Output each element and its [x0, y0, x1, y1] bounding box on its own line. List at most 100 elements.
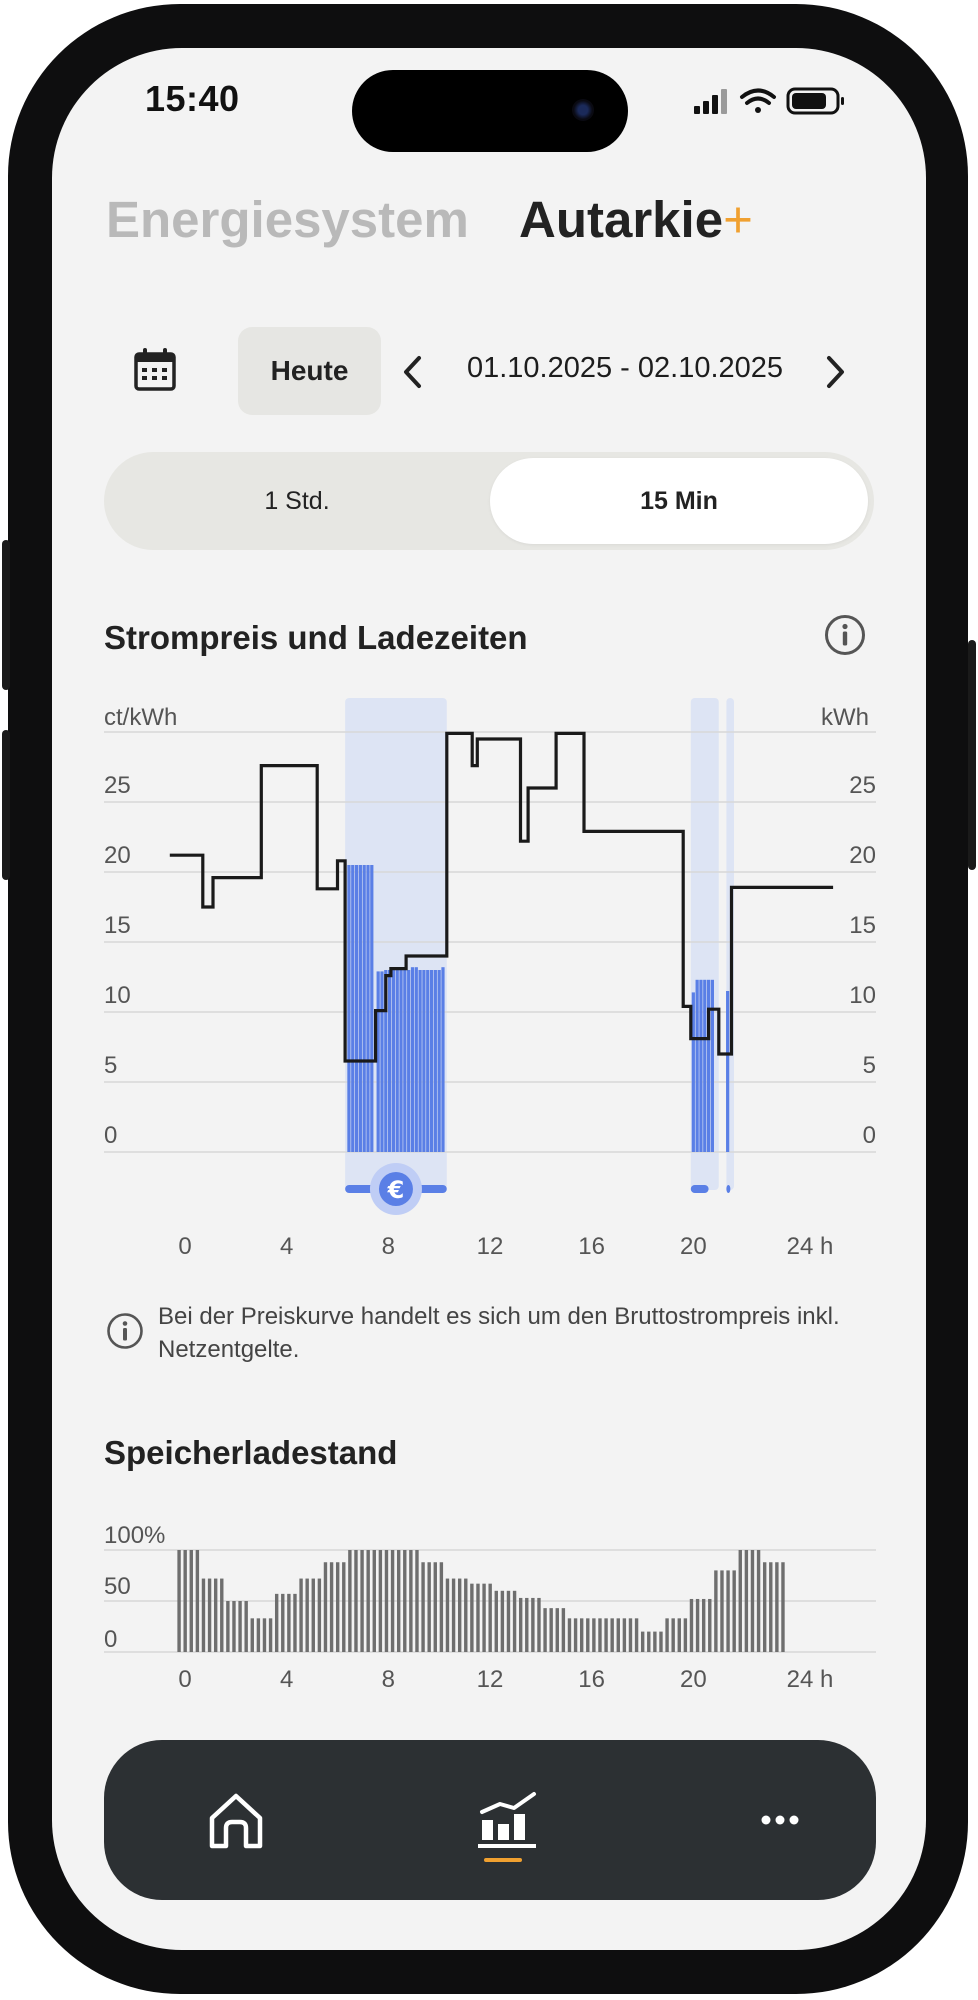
- charge-bar: [426, 970, 430, 1152]
- soc-bar: [653, 1631, 657, 1652]
- dynamic-island: [352, 70, 628, 152]
- charge-bar: [703, 979, 707, 1152]
- price-x-tick: 20: [679, 1233, 707, 1260]
- chart-icon[interactable]: [468, 1780, 548, 1860]
- soc-x-tick: 12: [476, 1666, 504, 1693]
- charge-bar: [706, 979, 711, 1152]
- soc-bar: [433, 1562, 437, 1652]
- more-icon[interactable]: [740, 1780, 820, 1860]
- soc-bar: [567, 1618, 572, 1652]
- soc-bar: [586, 1618, 590, 1652]
- charge-bar: [347, 865, 351, 1152]
- soc-bar: [695, 1598, 700, 1652]
- soc-bar: [512, 1590, 517, 1652]
- signal-icon: [694, 89, 727, 114]
- energy-y-tick: 0: [862, 1122, 876, 1149]
- soc-bar: [445, 1578, 450, 1652]
- charge-bar: [391, 967, 396, 1152]
- soc-bar: [726, 1570, 730, 1652]
- price-x-tick: 0: [178, 1233, 192, 1260]
- wifi-icon: [740, 88, 776, 113]
- soc-bar: [403, 1550, 407, 1652]
- phone-side-button: [2, 730, 10, 880]
- charge-bar: [414, 967, 418, 1152]
- soc-bar: [671, 1618, 675, 1652]
- battery-icon: [786, 87, 844, 115]
- soc-bar: [213, 1578, 218, 1652]
- soc-chart: [104, 1549, 876, 1653]
- plus-icon: +: [723, 191, 753, 248]
- soc-bar: [335, 1562, 340, 1652]
- soc-bar: [677, 1618, 681, 1652]
- price-note: Bei der Preiskurve handelt es sich um de…: [158, 1303, 840, 1363]
- charge-bar: [422, 970, 426, 1152]
- interval-option-1h[interactable]: 1 Std.: [264, 486, 330, 515]
- soc-bar: [665, 1618, 669, 1652]
- soc-bar: [451, 1578, 456, 1652]
- charge-bar: [399, 967, 403, 1152]
- price-chart-title: Strompreis und Ladezeiten: [104, 619, 528, 656]
- soc-bar: [708, 1598, 712, 1652]
- price-chart: €: [104, 698, 876, 1215]
- charge-bar: [410, 967, 415, 1152]
- soc-bar: [305, 1578, 309, 1652]
- info-icon[interactable]: [823, 613, 867, 657]
- euro-icon-glyph: €: [387, 1176, 405, 1204]
- status-icons: [694, 87, 844, 115]
- charge-bar: [384, 970, 388, 1152]
- energy-y-tick: 20: [849, 842, 876, 869]
- interval-option-15min[interactable]: 15 Min: [490, 458, 868, 544]
- soc-bar: [207, 1578, 212, 1652]
- tab-autarkie[interactable]: Autarkie+: [519, 190, 753, 249]
- price-line: [169, 731, 834, 1063]
- soc-bar: [311, 1578, 315, 1652]
- soc-bar: [500, 1590, 505, 1652]
- soc-bar: [360, 1550, 364, 1652]
- charge-bar: [351, 865, 355, 1152]
- energy-y-tick: 10: [849, 982, 876, 1009]
- soc-bar: [604, 1618, 608, 1652]
- energy-y-tick: 25: [849, 772, 876, 799]
- soc-bar: [750, 1550, 755, 1652]
- soc-bar: [262, 1618, 267, 1652]
- charging-marker: [690, 1185, 709, 1193]
- soc-bar: [457, 1578, 462, 1652]
- charge-bar: [358, 865, 362, 1152]
- charge-bar: [403, 970, 407, 1152]
- charge-bar: [376, 971, 380, 1152]
- soc-bar: [592, 1618, 596, 1652]
- soc-bar: [464, 1578, 468, 1652]
- soc-bar: [598, 1618, 602, 1652]
- energy-y-tick: 15: [849, 912, 876, 939]
- tab-energiesystem[interactable]: Energiesystem: [106, 191, 469, 248]
- soc-bar: [372, 1550, 376, 1652]
- soc-bar: [287, 1593, 291, 1652]
- soc-bar: [634, 1618, 639, 1652]
- soc-bar: [775, 1562, 779, 1652]
- soc-bar: [482, 1583, 486, 1652]
- chevron-right-icon[interactable]: [820, 352, 850, 392]
- soc-bar: [518, 1597, 523, 1652]
- soc-bar: [647, 1631, 651, 1652]
- home-icon[interactable]: [196, 1780, 276, 1860]
- chevron-left-icon[interactable]: [398, 352, 428, 392]
- soc-y-tick: 0: [104, 1626, 118, 1653]
- soc-bar: [610, 1618, 614, 1652]
- calendar-icon[interactable]: [130, 345, 180, 395]
- soc-x-tick: 0: [178, 1666, 192, 1693]
- price-x-tick: 8: [381, 1233, 395, 1260]
- soc-bar: [177, 1550, 181, 1652]
- phone-side-button: [2, 540, 10, 690]
- soc-bar: [549, 1608, 553, 1652]
- soc-bar: [738, 1550, 742, 1652]
- charge-bar: [429, 970, 434, 1152]
- soc-bar: [421, 1562, 425, 1652]
- today-button[interactable]: Heute: [238, 327, 381, 415]
- soc-bar: [299, 1578, 303, 1652]
- soc-bar: [274, 1593, 279, 1652]
- charge-bar: [395, 967, 399, 1152]
- energy-y-tick: 5: [862, 1052, 876, 1079]
- charge-bar: [370, 865, 374, 1152]
- soc-bar: [488, 1583, 492, 1652]
- soc-bar: [683, 1618, 688, 1652]
